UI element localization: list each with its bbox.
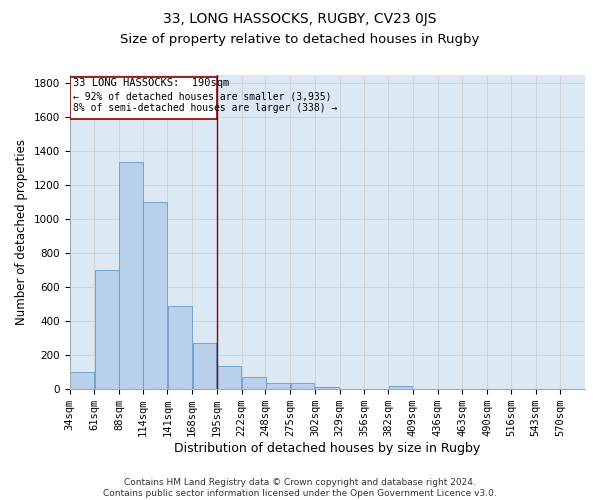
Bar xyxy=(168,306,192,389)
Text: 33 LONG HASSOCKS:  190sqm: 33 LONG HASSOCKS: 190sqm xyxy=(73,78,229,88)
Bar xyxy=(316,386,339,389)
Bar xyxy=(70,76,217,119)
Text: 8% of semi-detached houses are larger (338) →: 8% of semi-detached houses are larger (3… xyxy=(73,103,338,113)
Y-axis label: Number of detached properties: Number of detached properties xyxy=(15,139,28,325)
Text: Contains HM Land Registry data © Crown copyright and database right 2024.
Contai: Contains HM Land Registry data © Crown c… xyxy=(103,478,497,498)
Bar xyxy=(290,384,314,389)
Bar xyxy=(242,378,266,389)
Bar xyxy=(119,162,143,389)
Text: 33, LONG HASSOCKS, RUGBY, CV23 0JS: 33, LONG HASSOCKS, RUGBY, CV23 0JS xyxy=(163,12,437,26)
Text: ← 92% of detached houses are smaller (3,935): ← 92% of detached houses are smaller (3,… xyxy=(73,91,332,101)
Bar xyxy=(193,344,217,389)
Bar xyxy=(389,386,412,389)
Bar xyxy=(70,372,94,389)
Bar xyxy=(217,366,241,389)
Bar xyxy=(266,384,290,389)
Bar xyxy=(95,270,119,389)
Text: Size of property relative to detached houses in Rugby: Size of property relative to detached ho… xyxy=(121,32,479,46)
X-axis label: Distribution of detached houses by size in Rugby: Distribution of detached houses by size … xyxy=(174,442,481,455)
Bar xyxy=(143,202,167,389)
